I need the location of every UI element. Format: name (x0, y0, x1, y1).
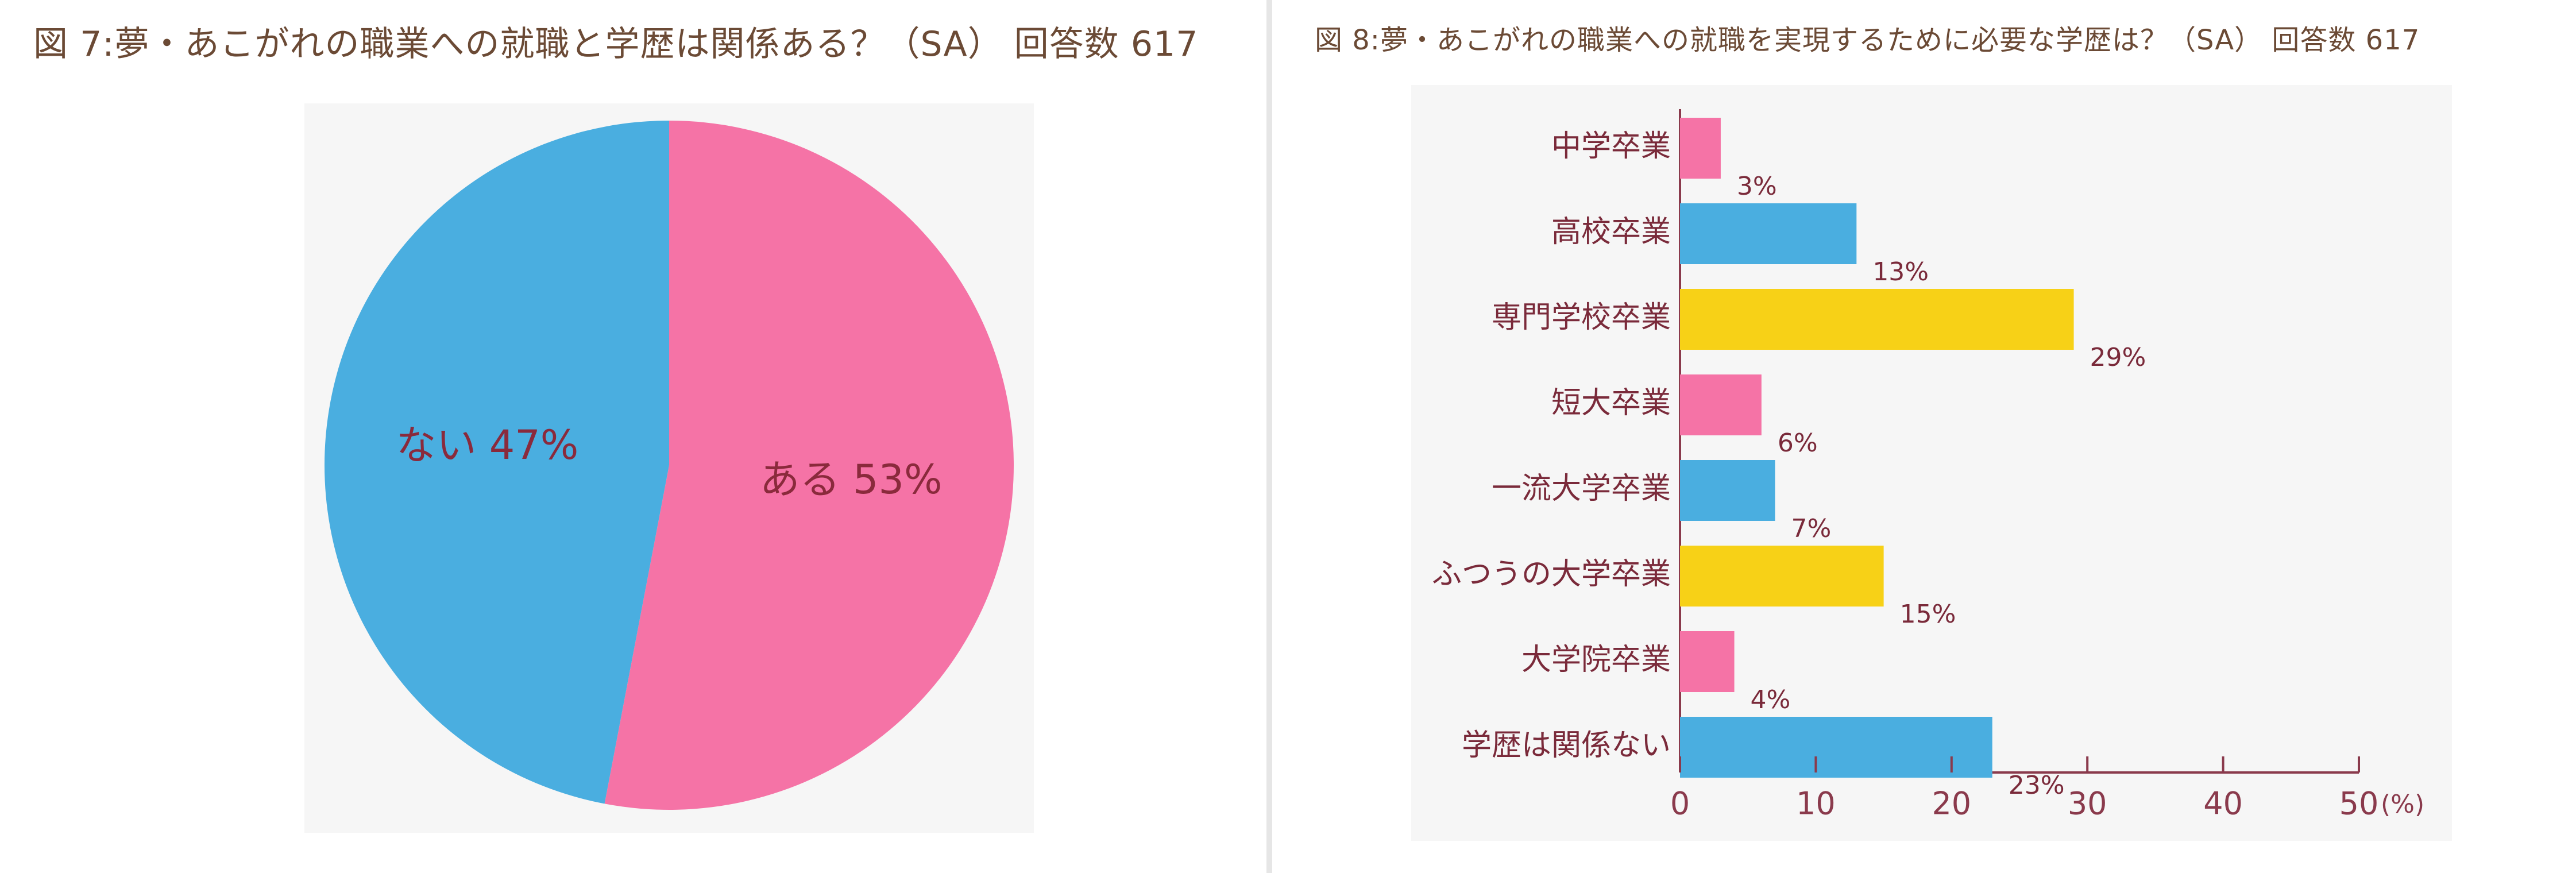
value-label-4: 7% (1791, 514, 1831, 543)
pie-slice-label-1: ない 47% (396, 422, 578, 469)
pie-slice-0 (604, 121, 1014, 810)
category-label-5: ふつうの大学卒業 (1432, 557, 1671, 592)
value-label-6: 4% (1751, 685, 1791, 714)
bar-chart: 中学卒業 3% 高校卒業 13% 専門学校卒業 29% 短大卒業 6% 一流大学卒業 7% ふつうの… (1432, 109, 2424, 822)
bar-plot-area (1411, 85, 2452, 841)
x-tick-label-2: 20 (1932, 786, 1971, 822)
figure-8-title: 図 8:夢・あこがれの職業への就職を実現するために必要な学歴は？（SA） 回答数… (1315, 24, 2420, 56)
pie-slice-value-1: 47% (489, 422, 579, 469)
category-label-4: 一流大学卒業 (1492, 472, 1671, 506)
category-label-6: 大学院卒業 (1521, 643, 1671, 677)
value-label-0: 3% (1737, 172, 1777, 201)
category-label-7: 学歴は関係ない (1462, 728, 1671, 763)
x-tick-label-1: 10 (1796, 786, 1836, 822)
pie-slice-name-1: ない (396, 422, 489, 469)
bar-4 (1680, 460, 1775, 521)
pie-slice-name-0: ある (760, 456, 853, 503)
value-label-2: 29% (2090, 343, 2146, 372)
value-label-7: 23% (2009, 771, 2065, 800)
x-tick-label-0: 0 (1670, 786, 1690, 822)
category-label-2: 専門学校卒業 (1492, 300, 1671, 335)
figure-7-title: 図 7:夢・あこがれの職業への就職と学歴は関係ある？（SA） 回答数 617 (33, 24, 1199, 64)
bar-0 (1680, 118, 1721, 179)
x-tick-label-4: 40 (2203, 786, 2243, 822)
value-label-1: 13% (1872, 257, 1929, 287)
panel-divider (1266, 0, 1272, 873)
category-label-1: 高校卒業 (1551, 215, 1671, 249)
bar-1 (1680, 203, 1857, 264)
bar-chart-panel: 図 8:夢・あこがれの職業への就職を実現するために必要な学歴は？（SA） 回答数… (1272, 0, 2576, 873)
pie-slice-1 (324, 121, 669, 804)
pie-slice-label-0: ある 53% (760, 456, 943, 503)
pie-chart-panel: 図 7:夢・あこがれの職業への就職と学歴は関係ある？（SA） 回答数 617 あ… (0, 0, 1266, 873)
pie-slice-value-0: 53% (853, 456, 943, 503)
x-axis-unit: (%) (2381, 790, 2424, 819)
x-tick-label-3: 30 (2068, 786, 2107, 822)
bar-2 (1680, 289, 2074, 350)
value-label-3: 6% (1778, 428, 1818, 458)
bar-3 (1680, 374, 1762, 435)
bar-7 (1680, 717, 1992, 778)
pie-chart: ある 53% ない 47% (324, 121, 1014, 810)
x-tick-label-5: 50 (2339, 786, 2379, 822)
bar-6 (1680, 631, 1735, 692)
bar-5 (1680, 546, 1884, 607)
category-label-3: 短大卒業 (1551, 386, 1671, 420)
value-label-5: 15% (1900, 600, 1956, 629)
category-label-0: 中学卒業 (1551, 129, 1671, 164)
